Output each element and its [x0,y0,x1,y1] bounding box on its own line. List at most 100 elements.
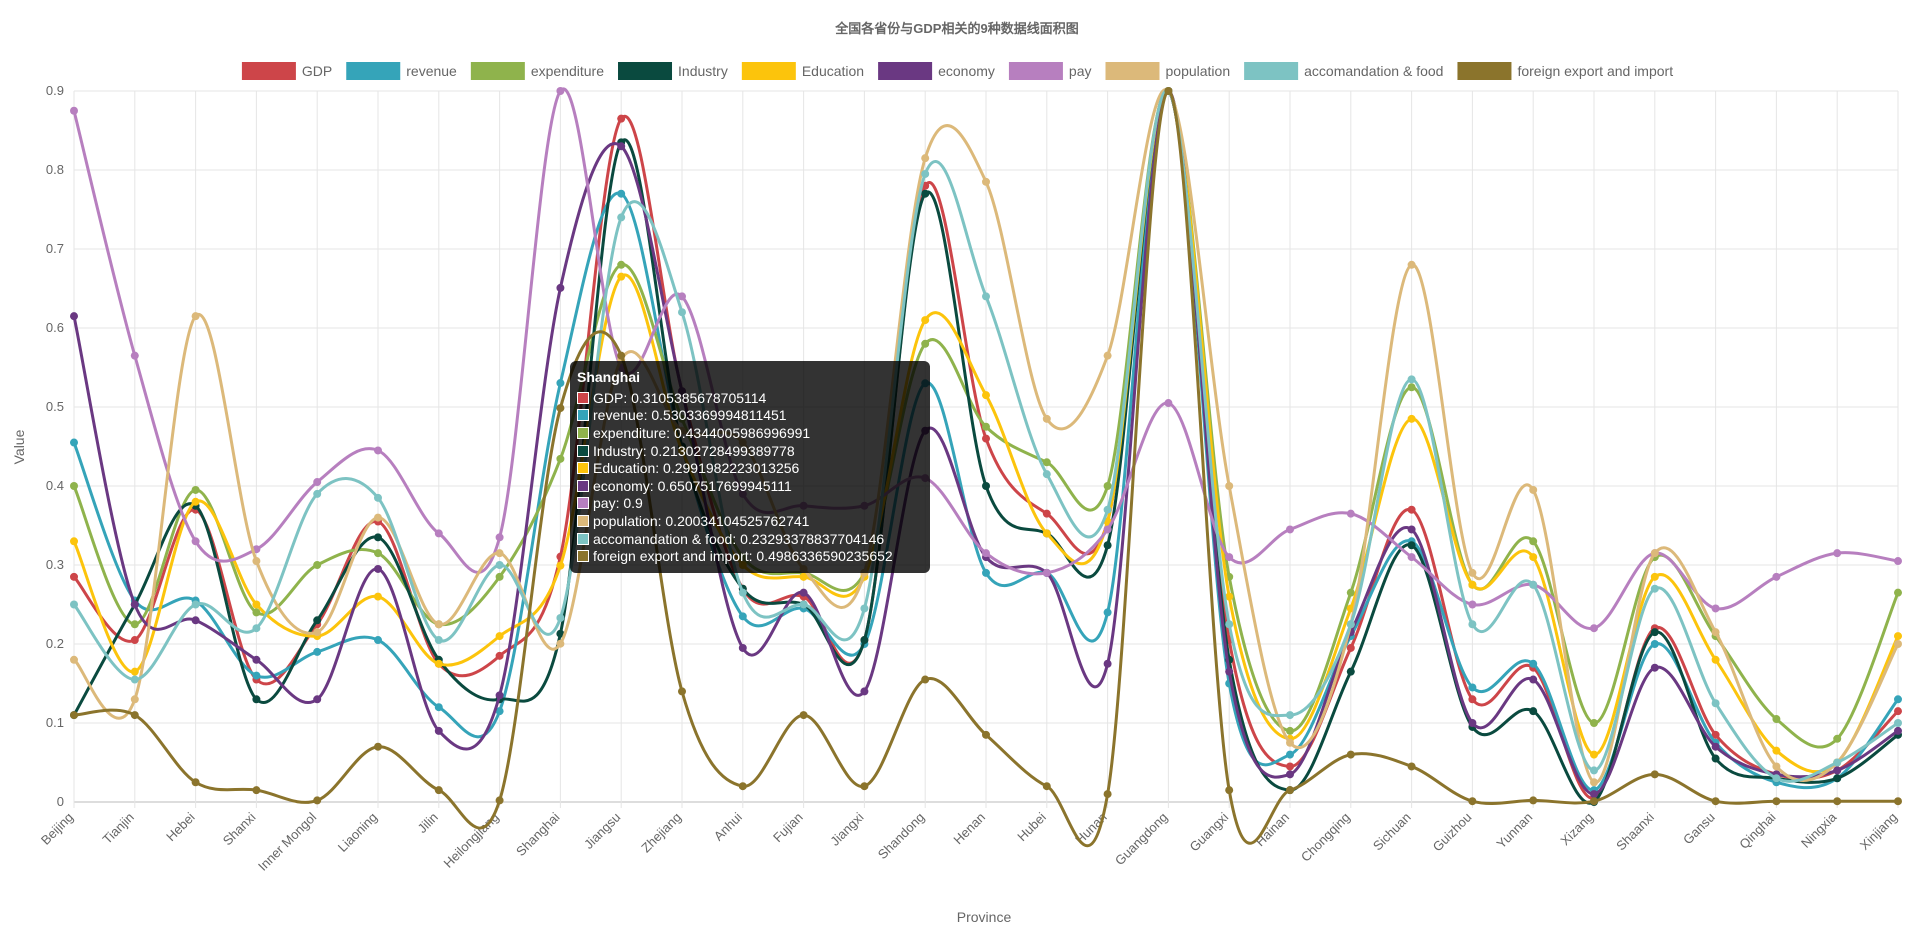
data-point[interactable] [1772,572,1781,581]
data-point[interactable] [130,675,139,684]
data-point[interactable] [738,588,747,597]
data-point[interactable] [1529,553,1538,562]
data-point[interactable] [1042,458,1051,467]
data-point[interactable] [1650,628,1659,637]
data-point[interactable] [495,707,504,716]
data-point[interactable] [556,404,565,413]
data-point[interactable] [1529,485,1538,494]
data-point[interactable] [1468,695,1477,704]
data-point[interactable] [799,600,808,609]
legend-item[interactable]: foreign export and import [1457,62,1673,80]
data-point[interactable] [1286,786,1294,795]
data-point[interactable] [1346,667,1355,676]
data-point[interactable] [252,695,261,704]
data-point[interactable] [495,651,504,660]
data-point[interactable] [1772,762,1781,771]
data-point[interactable] [1590,750,1598,759]
data-point[interactable] [1164,87,1173,95]
data-point[interactable] [1590,624,1598,633]
data-point[interactable] [1590,719,1598,727]
legend-item[interactable]: GDP [241,62,332,80]
legend-item[interactable]: accomandation & food [1244,62,1443,80]
data-point[interactable] [495,691,504,700]
data-point[interactable] [1590,790,1598,799]
data-point[interactable] [130,711,139,720]
data-point[interactable] [1225,553,1234,562]
data-point[interactable] [1711,797,1720,806]
data-point[interactable] [1833,766,1842,775]
data-point[interactable] [738,612,747,621]
data-point[interactable] [252,655,261,664]
data-point[interactable] [495,632,504,641]
data-point[interactable] [374,636,382,645]
data-point[interactable] [313,647,322,656]
data-point[interactable] [1407,525,1416,534]
data-point[interactable] [1407,505,1416,514]
data-point[interactable] [1711,730,1720,739]
data-point[interactable] [130,695,139,704]
data-point[interactable] [495,572,504,581]
data-point[interactable] [374,742,382,751]
data-point[interactable] [191,537,200,546]
data-point[interactable] [252,608,261,617]
data-point[interactable] [70,655,78,664]
data-point[interactable] [982,391,990,400]
data-point[interactable] [860,782,869,791]
data-point[interactable] [1103,608,1112,617]
data-point[interactable] [1772,715,1781,724]
data-point[interactable] [1286,711,1294,720]
data-point[interactable] [252,600,261,609]
data-point[interactable] [1407,541,1416,550]
data-point[interactable] [678,687,686,696]
data-point[interactable] [1225,786,1234,795]
data-point[interactable] [130,636,139,645]
data-point[interactable] [617,189,626,198]
data-point[interactable] [374,549,382,558]
data-point[interactable] [556,639,565,648]
data-point[interactable] [1590,778,1598,787]
data-point[interactable] [1103,525,1112,534]
data-point[interactable] [130,351,139,360]
data-point[interactable] [1103,659,1112,668]
data-point[interactable] [1042,782,1051,791]
data-point[interactable] [860,604,869,613]
data-point[interactable] [1346,588,1355,597]
data-point[interactable] [982,568,990,577]
data-point[interactable] [1772,797,1781,806]
data-point[interactable] [191,616,200,625]
data-point[interactable] [1407,260,1416,269]
data-point[interactable] [434,529,443,538]
data-point[interactable] [921,169,930,178]
data-point[interactable] [1468,568,1477,577]
data-point[interactable] [252,671,261,680]
data-point[interactable] [374,493,382,502]
data-point[interactable] [130,667,139,676]
data-point[interactable] [1346,750,1355,759]
data-point[interactable] [982,434,990,443]
data-point[interactable] [556,87,565,95]
data-point[interactable] [252,557,261,566]
data-point[interactable] [70,312,78,321]
data-point[interactable] [556,454,565,463]
legend-item[interactable]: Education [741,62,864,80]
data-point[interactable] [921,154,930,163]
data-point[interactable] [1833,774,1842,783]
data-point[interactable] [982,422,990,431]
data-point[interactable] [1407,762,1416,771]
data-point[interactable] [982,292,990,301]
data-point[interactable] [434,726,443,735]
data-point[interactable] [434,636,443,645]
data-point[interactable] [921,339,930,348]
data-point[interactable] [1833,758,1842,767]
data-point[interactable] [617,272,626,281]
data-point[interactable] [556,629,565,638]
data-point[interactable] [921,675,930,684]
data-point[interactable] [1042,509,1051,518]
data-point[interactable] [1894,557,1902,566]
data-point[interactable] [617,260,626,269]
data-point[interactable] [1833,797,1842,806]
data-point[interactable] [1590,766,1598,775]
data-point[interactable] [1529,580,1538,589]
data-point[interactable] [1650,549,1659,558]
data-point[interactable] [1103,505,1112,514]
